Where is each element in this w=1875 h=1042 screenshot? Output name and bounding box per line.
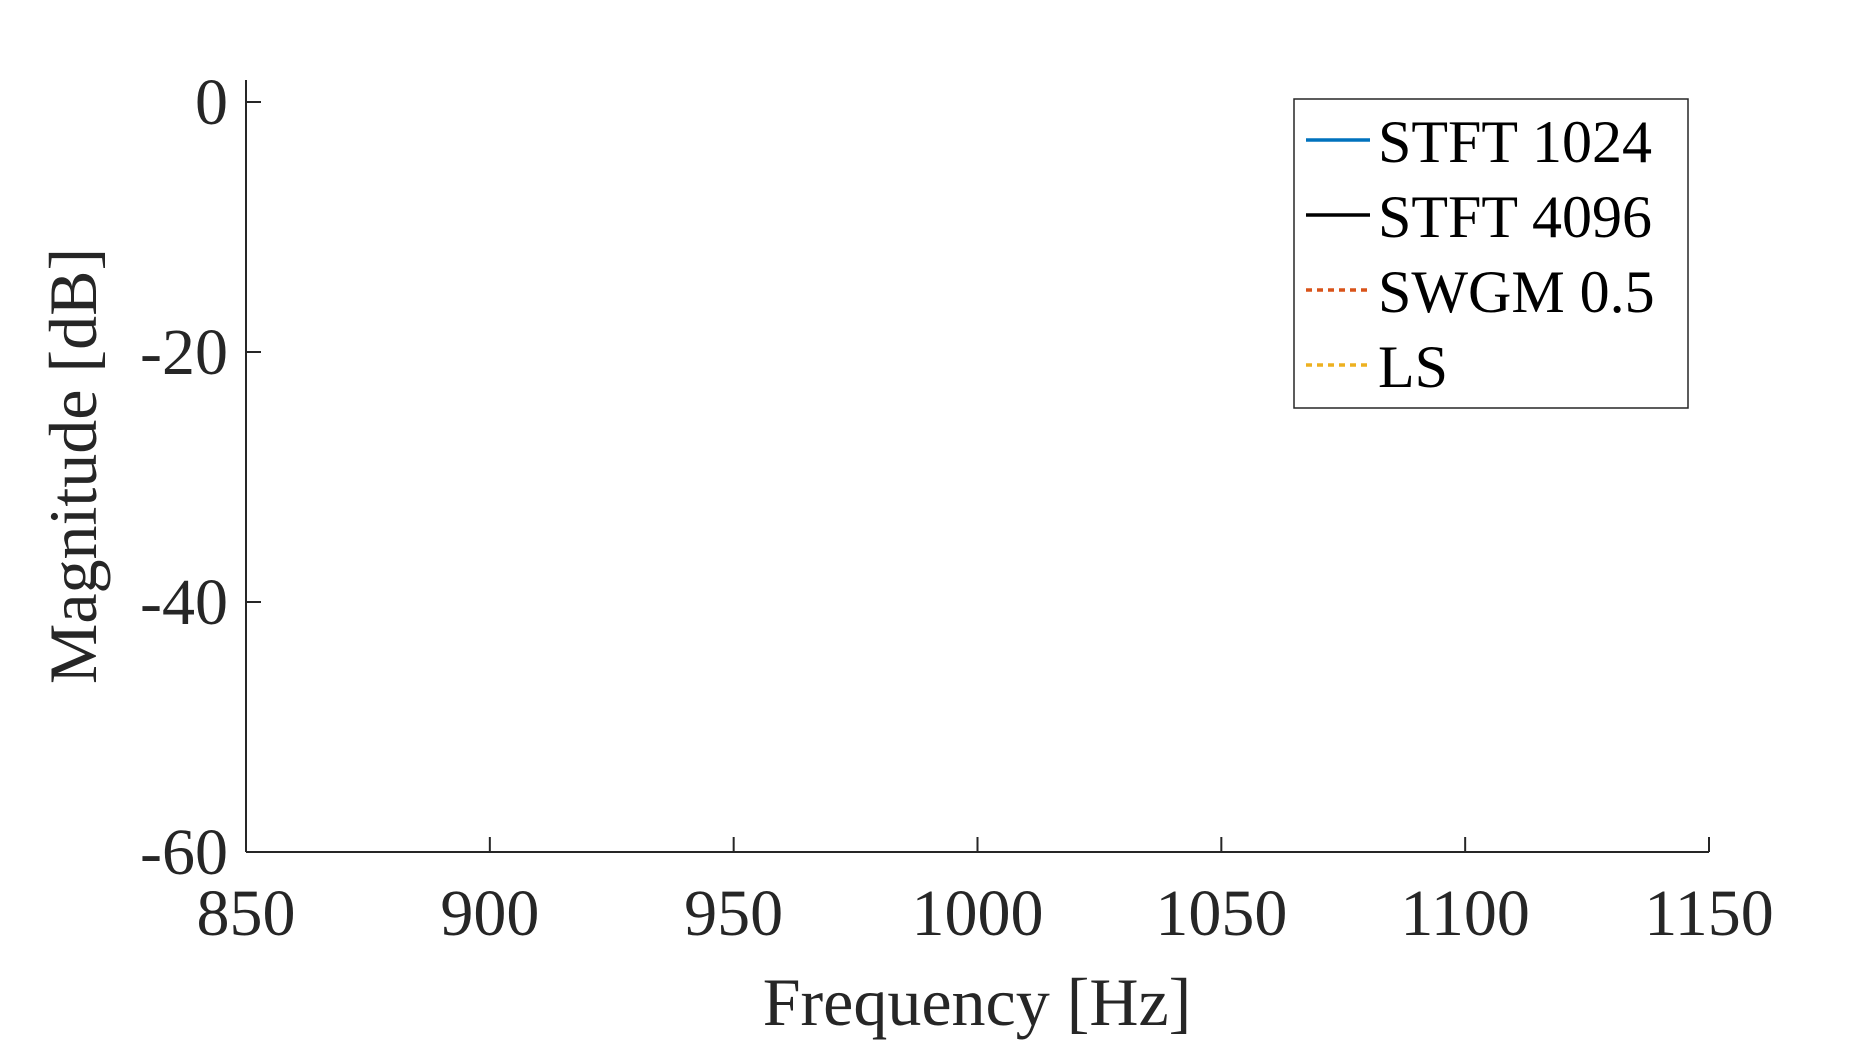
y-axis-label: Magnitude [dB] bbox=[35, 248, 111, 684]
y-ticks: 0 -20 -40 -60 bbox=[140, 66, 261, 889]
x-tick-label: 1000 bbox=[912, 877, 1044, 950]
x-tick-label: 1100 bbox=[1400, 877, 1530, 950]
x-tick-label: 1150 bbox=[1644, 877, 1774, 950]
x-ticks: 850 900 950 1000 1050 1100 1150 bbox=[197, 837, 1774, 950]
x-tick-label: 850 bbox=[197, 877, 296, 950]
x-tick-label: 950 bbox=[684, 877, 783, 950]
legend-items: STFT 1024 STFT 4096 SWGM 0.5 LS bbox=[1306, 109, 1655, 400]
legend-box bbox=[1293, 98, 1689, 409]
legend-label: STFT 1024 bbox=[1378, 109, 1652, 175]
legend-label: LS bbox=[1378, 334, 1448, 400]
y-tick-label: -40 bbox=[140, 566, 228, 639]
x-axis-label: Frequency [Hz] bbox=[763, 964, 1192, 1040]
y-tick-label: 0 bbox=[195, 66, 228, 139]
y-tick-label: -20 bbox=[140, 316, 228, 389]
legend-label: STFT 4096 bbox=[1378, 184, 1652, 250]
y-tick-label: -60 bbox=[140, 816, 228, 889]
legend: STFT 1024 STFT 4096 SWGM 0.5 LS bbox=[1293, 98, 1689, 409]
legend-label: SWGM 0.5 bbox=[1378, 259, 1655, 325]
x-tick-label: 1050 bbox=[1155, 877, 1287, 950]
x-tick-label: 900 bbox=[440, 877, 539, 950]
